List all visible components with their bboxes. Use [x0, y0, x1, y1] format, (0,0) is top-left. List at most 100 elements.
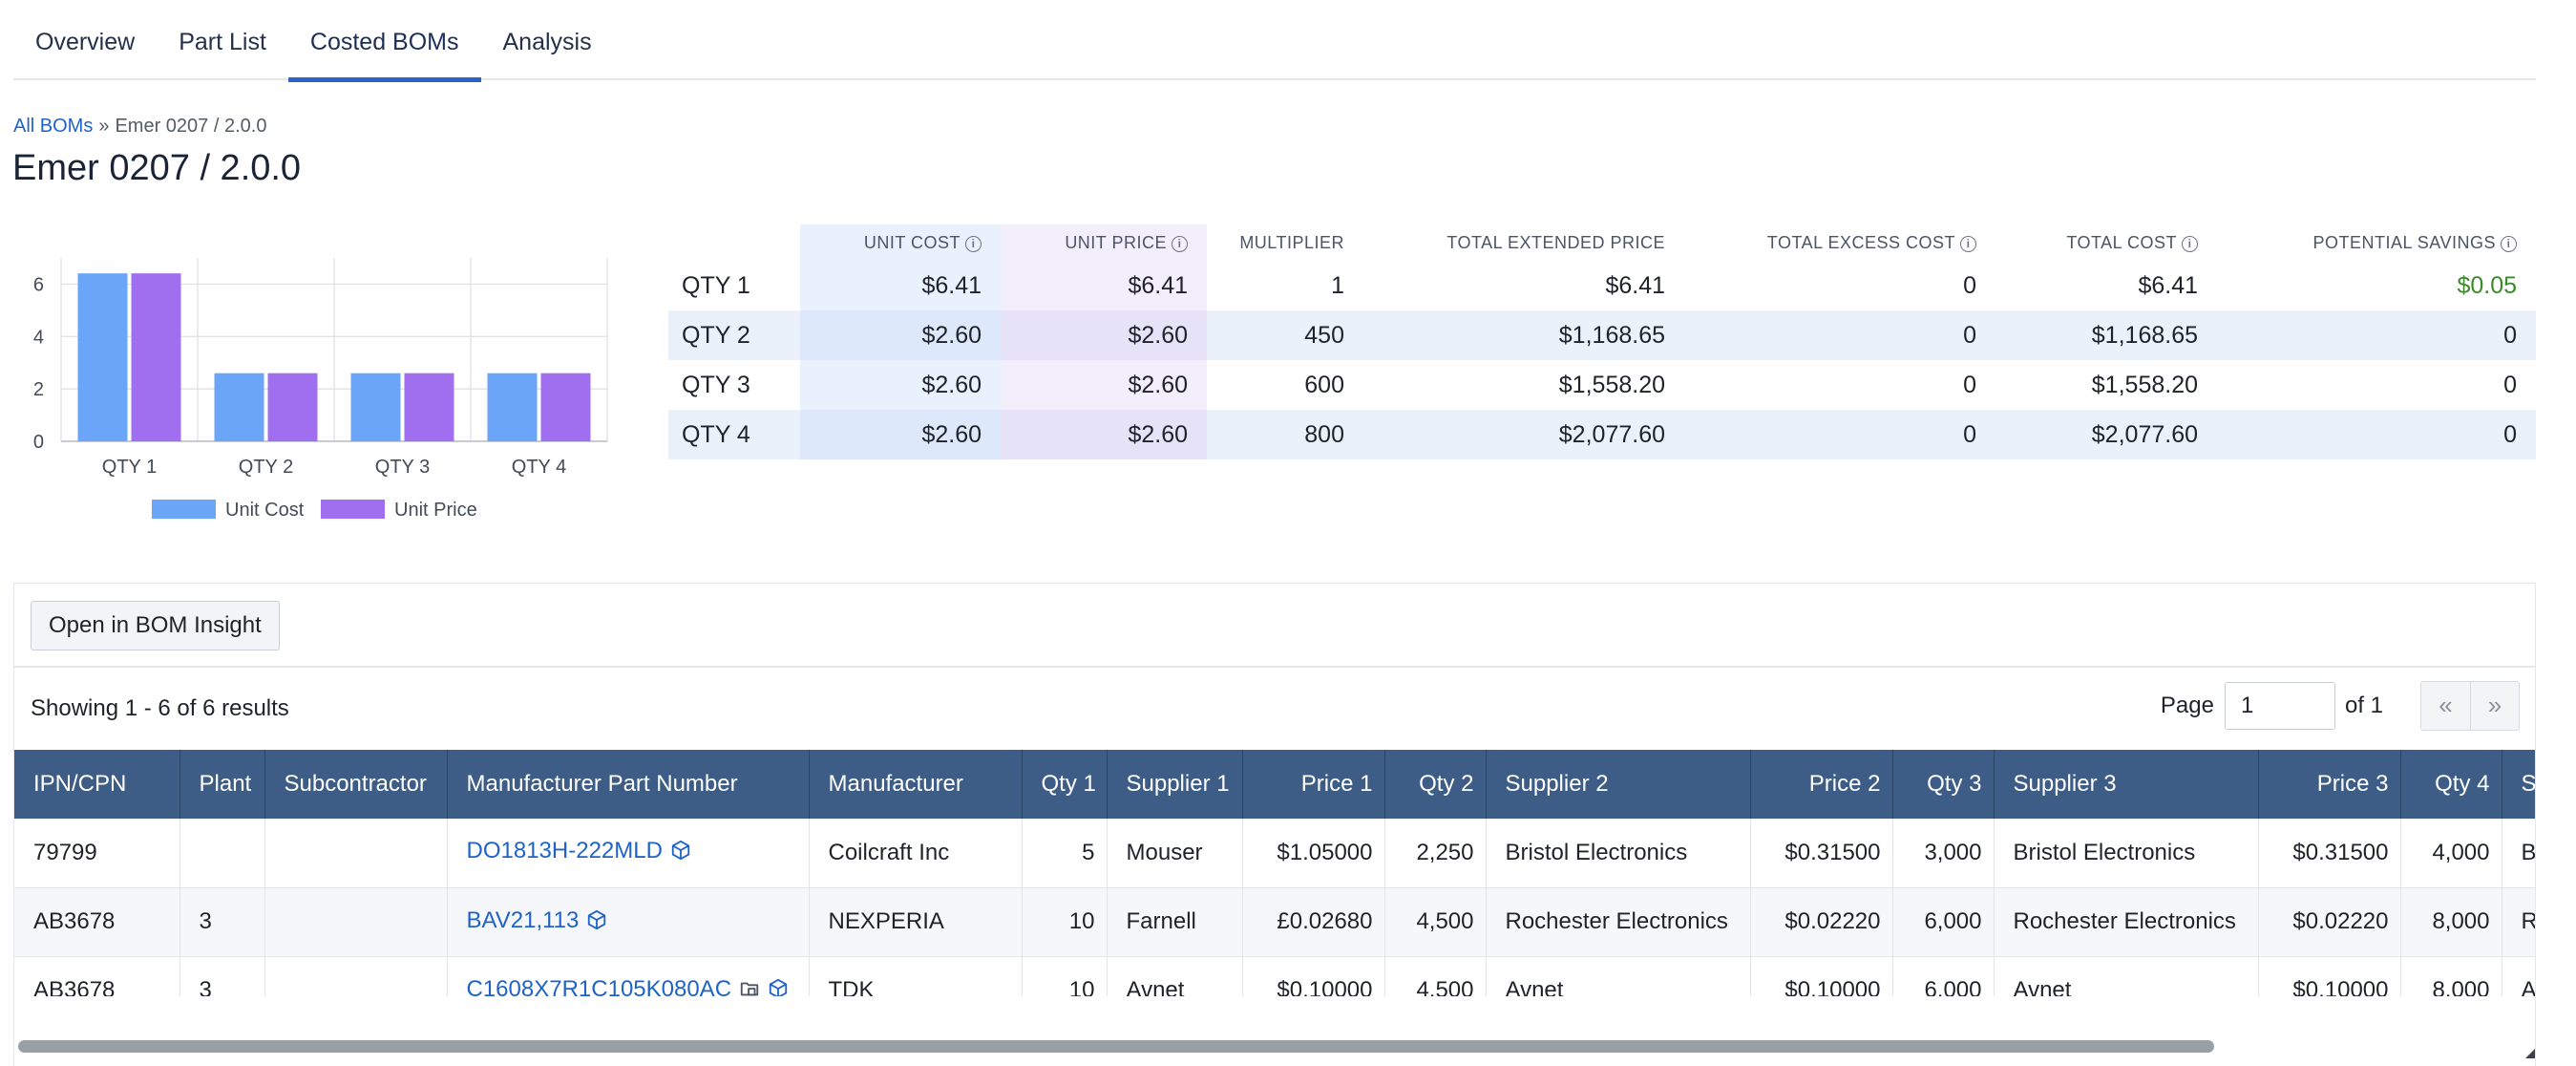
- summary-col-header-label: MULTIPLIER: [1239, 232, 1344, 252]
- grid-col-header[interactable]: Supplier 1: [1107, 750, 1243, 819]
- summary-row: QTY 3 $2.60 $2.60 600 $1,558.20 0 $1,558.20 0: [668, 360, 2536, 410]
- grid-cell-q4: 8,000: [2400, 887, 2502, 957]
- summary-cell: 800: [1207, 410, 1363, 459]
- grid-cell-p3: $0.31500: [2258, 819, 2401, 888]
- summary-cell: 1: [1331, 271, 1344, 299]
- grid-cell-plant: 3: [179, 887, 265, 957]
- parts-grid-viewport: IPN/CPN Plant Subcontractor Manufacturer Pa…: [14, 750, 2535, 996]
- summary-row: QTY 1 $6.41 $6.41 1 $6.41 0 $6.41 $0.05: [668, 261, 2536, 310]
- prev-page-button[interactable]: «: [2421, 682, 2470, 730]
- bar-unit-cost[interactable]: [350, 373, 401, 441]
- summary-cell: $1,168.65: [1995, 310, 2217, 360]
- grid-col-header[interactable]: Supplier 2: [1486, 750, 1751, 819]
- grid-cell-q2: 2,250: [1384, 819, 1487, 888]
- bar-unit-cost[interactable]: [77, 273, 128, 441]
- table-row[interactable]: AB3678 3 C1608X7R1C105K080AC TDK 10 Avnet $0.1…: [14, 956, 2535, 996]
- horizontal-scrollbar[interactable]: [18, 1040, 2214, 1053]
- results-count: Showing 1 - 6 of 6 results: [31, 695, 289, 721]
- package-icon[interactable]: [768, 978, 789, 996]
- grid-cell-plant: [179, 819, 265, 888]
- grid-cell-s4: B: [2502, 819, 2535, 888]
- cost-summary-table: UNIT COST i UNIT PRICE i MULTIPLIER TOTAL EXT…: [668, 224, 2536, 459]
- grid-col-header[interactable]: Manufacturer: [809, 750, 1023, 819]
- legend-swatch: [152, 500, 216, 519]
- open-in-bom-insight-button[interactable]: Open in BOM Insight: [31, 601, 280, 650]
- summary-cell: 0: [2503, 371, 2517, 398]
- bar-unit-price[interactable]: [540, 373, 591, 441]
- legend-label: Unit Price: [394, 500, 477, 521]
- legend-label: Unit Cost: [225, 500, 305, 521]
- grid-cell-p3: $0.02220: [2258, 887, 2401, 957]
- folder-icon[interactable]: [739, 978, 760, 997]
- mpn-link[interactable]: C1608X7R1C105K080AC: [466, 975, 732, 997]
- grid-cell-p1: $1.05000: [1242, 819, 1385, 888]
- grid-cell-mfr: TDK: [809, 956, 1023, 996]
- grid-cell-p2: $0.31500: [1750, 819, 1893, 888]
- page-number-input[interactable]: [2224, 682, 2335, 730]
- info-icon[interactable]: i: [1960, 235, 1976, 252]
- grid-col-header[interactable]: IPN/CPN: [14, 750, 180, 819]
- grid-cell-q1: 10: [1022, 956, 1108, 996]
- grid-col-header[interactable]: Plant: [179, 750, 265, 819]
- grid-col-header[interactable]: Price 2: [1750, 750, 1893, 819]
- bar-unit-cost[interactable]: [487, 373, 538, 441]
- grid-col-header[interactable]: Price 3: [2258, 750, 2401, 819]
- page-title: Emer 0207 / 2.0.0: [12, 148, 302, 188]
- summary-cell: $1,558.20: [1558, 371, 1665, 398]
- info-icon[interactable]: i: [2501, 235, 2517, 252]
- grid-cell-q2: 4,500: [1384, 956, 1487, 996]
- table-row[interactable]: 79799 DO1813H-222MLD Coilcraft Inc 5 Mouser $…: [14, 819, 2535, 888]
- grid-cell-q3: 6,000: [1892, 887, 1995, 957]
- summary-cell: 450: [1207, 310, 1363, 360]
- package-icon[interactable]: [586, 909, 607, 937]
- table-row[interactable]: AB3678 3 BAV21,113 NEXPERIA 10 Farnell £0.0268…: [14, 887, 2535, 957]
- grid-cell-q1: 5: [1022, 819, 1108, 888]
- x-tick-label: QTY 4: [512, 457, 566, 478]
- next-page-button[interactable]: »: [2470, 682, 2519, 730]
- tab-costed-boms[interactable]: Costed BOMs: [287, 0, 481, 82]
- bar-unit-cost[interactable]: [214, 373, 264, 441]
- page-of-label: of 1: [2344, 693, 2383, 718]
- summary-cell: $6.41: [800, 261, 1001, 310]
- legend-swatch: [321, 500, 385, 519]
- y-tick-label: 2: [33, 379, 44, 400]
- grid-cell-sub: [264, 956, 448, 996]
- grid-col-header[interactable]: Manufacturer Part Number: [447, 750, 810, 819]
- grid-cell-plant: 3: [179, 956, 265, 996]
- grid-col-header[interactable]: S: [2502, 750, 2535, 819]
- grid-cell-mfr: Coilcraft Inc: [809, 819, 1023, 888]
- mpn-link[interactable]: BAV21,113: [466, 906, 580, 933]
- info-icon[interactable]: i: [1172, 235, 1188, 252]
- grid-cell-s2: Rochester Electronics: [1486, 887, 1751, 957]
- grid-col-header[interactable]: Supplier 3: [1994, 750, 2259, 819]
- bar-unit-price[interactable]: [131, 273, 181, 441]
- summary-cell: 0: [2217, 310, 2536, 360]
- summary-col-header: TOTAL EXCESS COST i: [1684, 224, 1995, 261]
- bar-unit-price[interactable]: [404, 373, 454, 441]
- grid-col-header[interactable]: Qty 1: [1022, 750, 1108, 819]
- summary-cell: 600: [1304, 371, 1344, 398]
- panel-divider: [14, 666, 2535, 668]
- breadcrumb-current: Emer 0207 / 2.0.0: [115, 116, 267, 137]
- mpn-link[interactable]: DO1813H-222MLD: [466, 838, 663, 864]
- tab-analysis[interactable]: Analysis: [502, 29, 592, 55]
- info-icon[interactable]: i: [965, 235, 982, 252]
- tab-part-list[interactable]: Part List: [179, 29, 266, 55]
- bar-unit-price[interactable]: [267, 373, 318, 441]
- tab-bar: Overview Part List Costed BOMs Analysis: [13, 0, 2536, 82]
- grid-col-header[interactable]: Price 1: [1242, 750, 1385, 819]
- info-icon[interactable]: i: [2182, 235, 2198, 252]
- grid-cell-s4: A: [2502, 956, 2535, 996]
- tab-overview[interactable]: Overview: [35, 29, 136, 55]
- breadcrumb-all-boms-link[interactable]: All BOMs: [13, 116, 94, 137]
- summary-col-header: TOTAL EXTENDED PRICE: [1363, 224, 1684, 261]
- grid-cell-ipn: AB3678: [14, 956, 180, 996]
- grid-cell-s3: Avnet: [1994, 956, 2259, 996]
- summary-col-header: UNIT COST i: [800, 224, 1001, 261]
- summary-col-header-label: TOTAL COST: [2066, 232, 2177, 252]
- grid-col-header[interactable]: Qty 3: [1892, 750, 1995, 819]
- package-icon[interactable]: [670, 840, 691, 867]
- grid-col-header[interactable]: Qty 2: [1384, 750, 1487, 819]
- grid-col-header[interactable]: Subcontractor: [264, 750, 448, 819]
- grid-col-header[interactable]: Qty 4: [2400, 750, 2502, 819]
